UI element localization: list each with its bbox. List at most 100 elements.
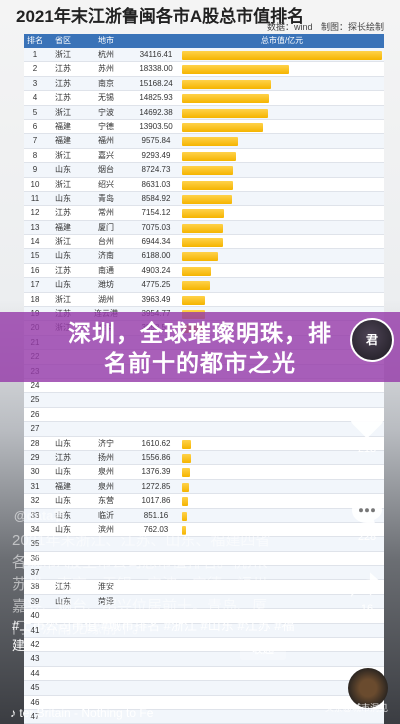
value-cell: 3963.49 bbox=[141, 294, 171, 304]
value-cell: 15168.24 bbox=[139, 78, 173, 88]
rank-cell: 32 bbox=[30, 496, 40, 506]
province-cell: 江苏 bbox=[55, 452, 71, 462]
province-cell: 江苏 bbox=[55, 265, 71, 275]
table-row: 33 山东 临沂 851.16 bbox=[24, 508, 384, 523]
value-cell: 9293.49 bbox=[141, 150, 171, 160]
rank-cell: 42 bbox=[30, 640, 40, 650]
value-cell: 762.03 bbox=[143, 524, 169, 534]
header-rank: 排名 bbox=[27, 36, 43, 45]
city-cell: 台州 bbox=[98, 237, 114, 247]
rank-cell: 7 bbox=[32, 136, 38, 146]
market-cap-bar bbox=[182, 180, 233, 190]
rank-cell: 17 bbox=[30, 280, 40, 290]
city-cell: 扬州 bbox=[98, 452, 114, 462]
share-button[interactable]: 16 bbox=[342, 568, 392, 615]
city-cell: 青岛 bbox=[98, 193, 114, 203]
table-row: 16 江苏 南通 4903.24 bbox=[24, 263, 384, 279]
video-title-line-1: 深圳，全球璀璨明珠，排 bbox=[68, 320, 332, 346]
province-cell bbox=[46, 408, 80, 421]
like-button[interactable]: 213 bbox=[342, 406, 392, 455]
rank-cell: 34 bbox=[30, 524, 40, 534]
table-row: 27 bbox=[24, 422, 384, 437]
market-cap-bar bbox=[182, 497, 188, 507]
city-cell bbox=[80, 681, 132, 694]
source-label: 数据：wind bbox=[266, 22, 313, 32]
city-cell bbox=[80, 393, 132, 406]
value-cell: 34116.41 bbox=[139, 50, 173, 59]
city-cell: 菏泽 bbox=[98, 596, 114, 606]
value-cell: 14692.38 bbox=[139, 107, 173, 117]
province-cell: 江苏 bbox=[55, 64, 71, 74]
rank-cell: 28 bbox=[30, 438, 40, 448]
province-cell: 浙江 bbox=[55, 50, 71, 59]
rank-cell: 46 bbox=[30, 697, 40, 707]
city-cell: 常州 bbox=[98, 208, 114, 218]
city-cell bbox=[80, 667, 132, 680]
city-cell: 南通 bbox=[98, 265, 114, 275]
comment-button[interactable]: 228 bbox=[342, 494, 392, 543]
rank-cell: 26 bbox=[30, 409, 40, 419]
table-row: 12 江苏 常州 7154.12 bbox=[24, 206, 384, 221]
comment-count: 228 bbox=[357, 531, 377, 543]
ghost-author-handle: @data君 bbox=[14, 508, 67, 523]
province-cell: 福建 bbox=[55, 121, 71, 131]
bar-cell bbox=[180, 249, 384, 262]
rank-cell: 30 bbox=[30, 467, 40, 477]
value-cell: 13903.50 bbox=[139, 121, 173, 131]
music-disc[interactable] bbox=[348, 668, 388, 708]
city-cell: 杭州 bbox=[98, 50, 114, 59]
value-cell: 8631.03 bbox=[141, 179, 171, 189]
market-cap-bar bbox=[182, 238, 223, 248]
watermark: 头条@城市洞见 bbox=[324, 703, 388, 713]
value-cell: 8724.73 bbox=[141, 165, 171, 175]
city-cell: 泉州 bbox=[98, 481, 114, 491]
province-cell bbox=[46, 667, 80, 680]
rank-cell: 27 bbox=[30, 424, 40, 434]
city-cell: 临沂 bbox=[98, 510, 114, 520]
header-province: 省区 bbox=[55, 36, 71, 45]
province-cell: 江苏 bbox=[55, 93, 71, 103]
table-row: 10 浙江 绍兴 8631.03 bbox=[24, 177, 384, 192]
music-ticker[interactable]: ♪ ter Britain - Nothing to Fe bbox=[10, 706, 270, 720]
market-cap-bar bbox=[182, 209, 224, 219]
table-row: 14 浙江 台州 6944.34 bbox=[24, 235, 384, 250]
table-row: 7 福建 福州 9575.84 bbox=[24, 134, 384, 149]
collapse-button[interactable]: 收起 bbox=[240, 640, 286, 660]
market-cap-bar bbox=[182, 453, 192, 463]
market-cap-bar bbox=[182, 122, 264, 132]
value-cell: 851.16 bbox=[143, 510, 169, 520]
rank-cell: 3 bbox=[32, 78, 38, 88]
video-title: 深圳，全球璀璨明珠，排 名前十的都市之光 bbox=[0, 312, 400, 378]
province-cell: 山东 bbox=[55, 596, 71, 606]
table-row: 3 江苏 南京 15168.24 bbox=[24, 76, 384, 92]
rank-cell: 47 bbox=[30, 711, 40, 721]
rank-cell: 40 bbox=[30, 611, 40, 621]
rank-cell: 29 bbox=[30, 452, 40, 462]
table-row: 28 山东 济宁 1610.62 bbox=[24, 436, 384, 451]
bar-cell bbox=[180, 494, 384, 507]
author-avatar[interactable]: 君 bbox=[350, 318, 394, 362]
province-cell: 江苏 bbox=[55, 208, 71, 218]
value-cell: 1017.86 bbox=[141, 496, 171, 506]
value-cell: 14825.93 bbox=[139, 93, 173, 103]
province-cell: 浙江 bbox=[55, 150, 71, 160]
rank-cell: 8 bbox=[32, 150, 38, 160]
table-row: 46 bbox=[24, 695, 384, 710]
province-cell bbox=[46, 422, 80, 435]
rank-cell: 35 bbox=[30, 539, 40, 549]
rank-cell: 36 bbox=[30, 553, 40, 563]
value-cell: 6188.00 bbox=[141, 251, 171, 261]
table-row: 1 浙江 杭州 34116.41 bbox=[24, 48, 384, 63]
hashtag-list[interactable]: #上市公司市值 #城市排名 #浙江 #山东 #江苏 #福建 bbox=[12, 618, 295, 653]
value-cell: 4903.24 bbox=[141, 265, 171, 275]
province-cell: 山东 bbox=[55, 251, 71, 261]
bar-cell bbox=[180, 451, 384, 464]
heart-icon bbox=[350, 410, 384, 439]
market-cap-bar bbox=[182, 79, 271, 89]
province-cell: 福建 bbox=[55, 136, 71, 146]
city-cell: 厦门 bbox=[98, 222, 114, 232]
bar-cell bbox=[180, 480, 384, 493]
city-cell: 潍坊 bbox=[98, 280, 114, 290]
province-cell bbox=[46, 393, 80, 406]
